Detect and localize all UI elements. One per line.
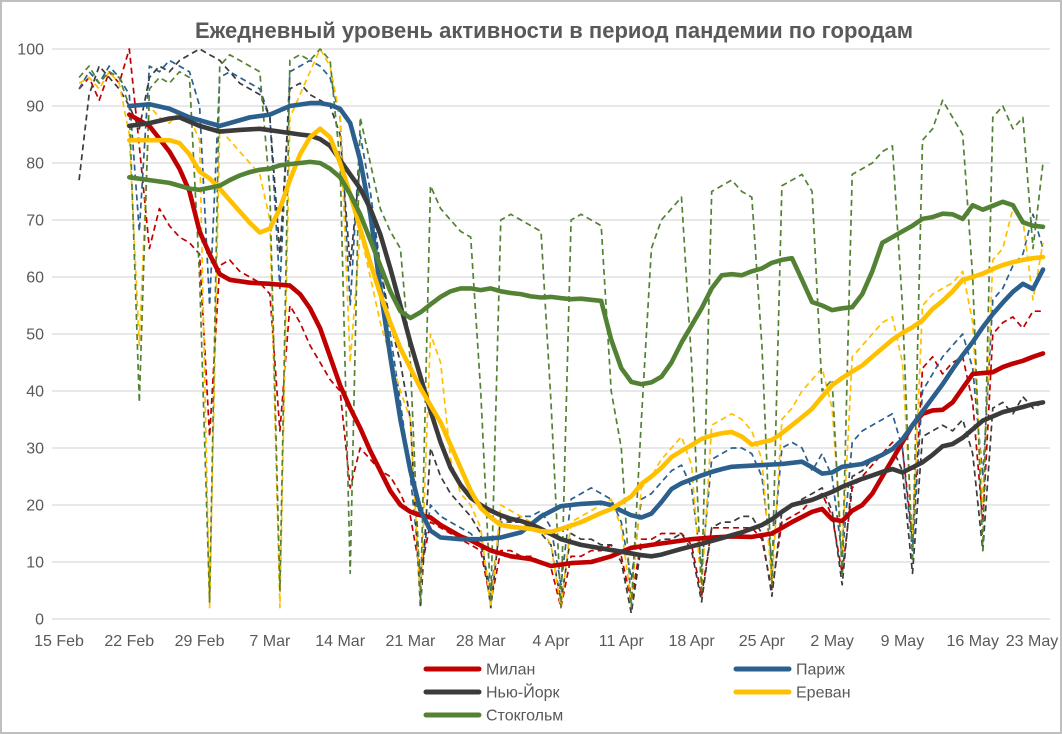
y-axis-tick-label: 90 [26, 99, 44, 116]
y-axis-tick-label: 100 [17, 42, 44, 59]
y-axis-tick-label: 0 [35, 612, 44, 629]
series-stockholm-daily-line [78, 48, 1044, 609]
x-axis-tick-label: 18 Apr [668, 633, 715, 650]
series-new-york-trend-line [127, 115, 1046, 559]
y-axis-tick-label: 20 [26, 498, 44, 515]
legend-label-new-york: Нью-Йорк [486, 683, 561, 702]
legend-label-paris: Париж [796, 662, 845, 679]
y-axis-tick-label: 40 [26, 384, 44, 401]
y-axis-tick-label: 50 [26, 327, 44, 344]
legend-item-stockholm: Стокгольм [423, 708, 563, 725]
legend-label-yerevan: Ереван [796, 685, 851, 702]
x-axis-tick-label: 4 Apr [532, 633, 570, 650]
legend-item-new-york: Нью-Йорк [423, 683, 561, 702]
legend-label-milan: Милан [486, 662, 535, 679]
x-axis-tick-label: 11 Apr [599, 633, 645, 650]
x-axis-tick-label: 23 May [1006, 633, 1058, 650]
y-axis-tick-label: 60 [26, 270, 44, 287]
x-axis-tick-label: 22 Feb [104, 633, 154, 650]
y-axis-tick-label: 80 [26, 156, 44, 173]
series-yerevan-trend-line [127, 126, 1046, 535]
legend-item-paris: Париж [733, 662, 845, 679]
x-axis-tick-label: 21 Mar [386, 633, 436, 650]
x-axis-tick-label: 28 Mar [456, 633, 506, 650]
series-stockholm-trend-line [127, 159, 1046, 387]
series-paris-trend-line [127, 100, 1046, 542]
legend-item-yerevan: Ереван [733, 685, 851, 702]
x-axis-tick-label: 29 Feb [175, 633, 225, 650]
x-axis-tick-label: 25 Apr [739, 633, 786, 650]
y-axis-tick-label: 70 [26, 213, 44, 230]
x-axis-tick-label: 7 Mar [249, 633, 291, 650]
chart-title: Ежедневный уровень активности в период п… [195, 18, 913, 43]
x-axis-tick-label: 16 May [946, 633, 998, 650]
x-axis-tick-label: 15 Feb [34, 633, 84, 650]
legend-label-stockholm: Стокгольм [486, 708, 563, 725]
x-axis-tick-label: 9 May [881, 633, 925, 650]
x-axis-tick-label: 2 May [810, 633, 854, 650]
series-milan-daily-line [78, 48, 1043, 609]
series-paris-daily-line [78, 59, 1044, 592]
y-axis-tick-label: 30 [26, 441, 44, 458]
y-axis-tick-label: 10 [26, 555, 44, 572]
legend-item-milan: Милан [423, 662, 535, 679]
x-axis-tick-label: 14 Mar [315, 633, 365, 650]
